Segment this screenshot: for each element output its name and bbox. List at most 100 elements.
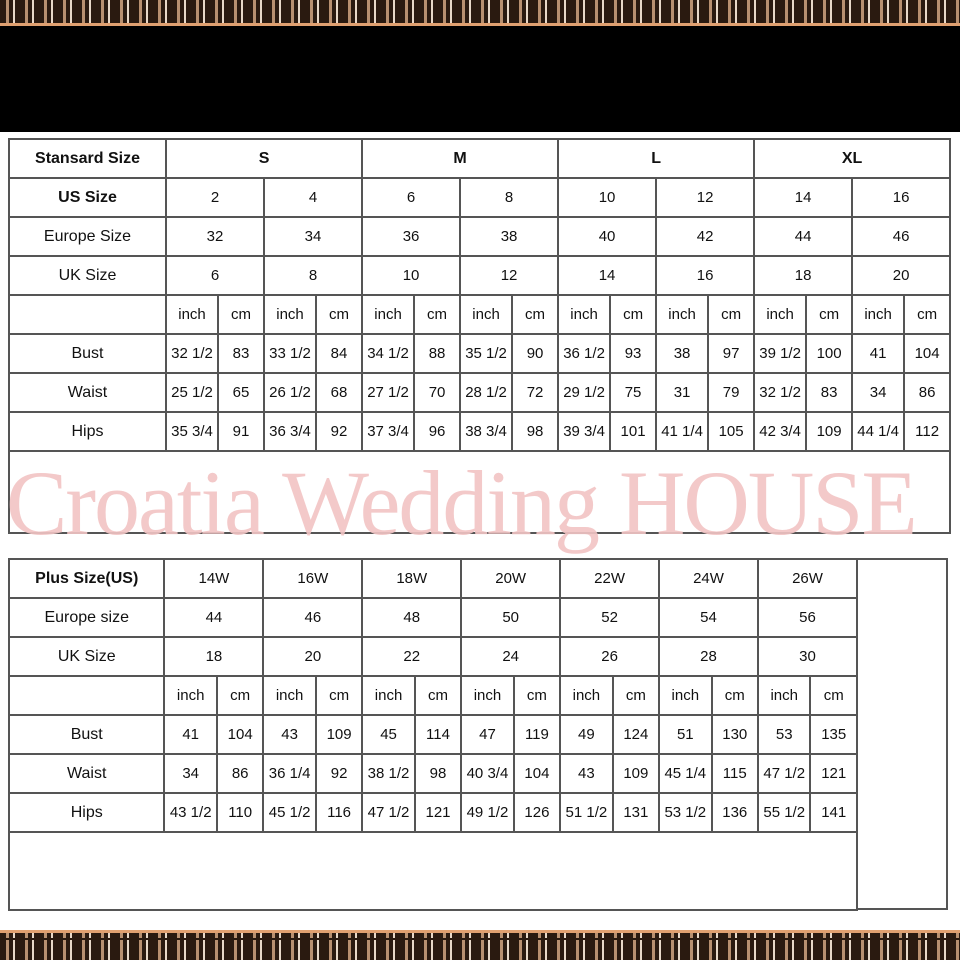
table-cell: 112 [903, 411, 952, 452]
size-group: L [557, 138, 756, 179]
table-cell: 41 [163, 714, 218, 755]
table-cell: 48 [361, 597, 463, 638]
table-cell: 110 [215, 792, 265, 833]
table-cell: 51 1/2 [559, 792, 614, 833]
table-cell: 32 [165, 216, 265, 257]
plus-size: 24W [658, 558, 759, 599]
table-cell: 43 1/2 [163, 792, 218, 833]
unit-label: cm [413, 675, 463, 716]
header-row: Plus Size(US) 14W 16W 18W 20W 22W 24W 26W [7, 558, 859, 599]
table-row: UK Size 18 20 22 24 26 28 30 [7, 636, 859, 677]
blank-row [8, 831, 858, 911]
table-cell: 91 [217, 411, 265, 452]
table-cell: 53 1/2 [658, 792, 713, 833]
unit-label: cm [314, 675, 364, 716]
table-cell: 32 1/2 [165, 333, 219, 374]
size-group: M [361, 138, 560, 179]
row-label: Hips [7, 792, 166, 833]
table-cell: 104 [903, 333, 952, 374]
table-cell: 25 1/2 [165, 372, 219, 413]
table-cell: 6 [361, 177, 462, 218]
table-cell: 100 [805, 333, 854, 374]
table-row: Waist 34 86 36 1/4 92 38 1/2 98 40 3/4 104 43 109 4… [7, 753, 858, 794]
table-cell: 49 [559, 714, 614, 755]
unit-label: cm [512, 675, 562, 716]
table-row: Waist 25 1/2 65 26 1/2 68 27 1/2 70 28 1/2 72 29 … [8, 372, 952, 413]
table-cell: 70 [413, 372, 462, 413]
table-cell: 126 [512, 792, 562, 833]
table-cell: 84 [314, 333, 364, 374]
row-label: Bust [8, 333, 167, 374]
table-cell: 79 [707, 372, 756, 413]
unit-label: cm [314, 294, 364, 335]
unit-label: cm [805, 294, 854, 335]
table-cell: 8 [262, 255, 364, 296]
table-row: UK Size 6 8 10 12 14 16 18 20 [8, 255, 952, 296]
table-row: Hips 35 3/4 91 36 3/4 92 37 3/4 96 38 3/4 98 39 3… [8, 411, 952, 452]
plus-size: 26W [756, 558, 859, 599]
table-cell: 31 [655, 372, 710, 413]
table-cell: 116 [314, 792, 364, 833]
table-row: Europe size 44 46 48 50 52 54 56 [7, 597, 859, 638]
table-row: Bust 32 1/2 83 33 1/2 84 34 1/2 88 35 1/2 90 36 1… [8, 333, 952, 374]
table-cell: 49 1/2 [460, 792, 515, 833]
table-cell: 42 [655, 216, 756, 257]
table-cell: 136 [710, 792, 759, 833]
plus-size: 14W [163, 558, 265, 599]
table-cell: 20 [851, 255, 952, 296]
table-cell: 40 [557, 216, 658, 257]
table-cell: 38 3/4 [459, 411, 514, 452]
table-cell [8, 831, 858, 911]
table-cell: 14 [557, 255, 658, 296]
unit-label: inch [165, 294, 219, 335]
unit-label: cm [809, 675, 858, 716]
table-cell: 10 [557, 177, 658, 218]
table-cell: 92 [314, 753, 364, 794]
unit-label: inch [655, 294, 710, 335]
table-cell: 8 [459, 177, 560, 218]
table-cell: 34 1/2 [361, 333, 416, 374]
table-row: US Size 2 4 6 8 10 12 14 16 [8, 177, 952, 218]
table-cell: 32 1/2 [753, 372, 808, 413]
unit-row: inch cm inch cm inch cm inch cm inch cm inch cm inch… [8, 294, 952, 335]
table-row: Hips 43 1/2 110 45 1/2 116 47 1/2 121 49 1/2 126… [7, 792, 858, 833]
unit-label: inch [756, 675, 812, 716]
table-cell: 121 [413, 792, 463, 833]
table-cell: 83 [217, 333, 265, 374]
table-row: Europe Size 32 34 36 38 40 42 44 46 [8, 216, 952, 257]
table-cell: 12 [655, 177, 756, 218]
table-cell: 20 [262, 636, 364, 677]
table-cell: 101 [609, 411, 658, 452]
table-cell: 12 [459, 255, 560, 296]
table-cell: 2 [165, 177, 265, 218]
row-label: Waist [7, 753, 166, 794]
table-cell: 121 [809, 753, 858, 794]
unit-label: cm [710, 675, 759, 716]
table-cell: 53 [756, 714, 812, 755]
plus-size: 20W [460, 558, 562, 599]
table-cell: 33 1/2 [263, 333, 317, 374]
table-cell: 109 [805, 411, 854, 452]
unit-label: cm [903, 294, 952, 335]
table-cell: 14 [753, 177, 854, 218]
table-cell: 86 [215, 753, 265, 794]
table-cell: 41 [851, 333, 906, 374]
unit-label: inch [559, 675, 614, 716]
unit-label: inch [851, 294, 906, 335]
table-cell: 104 [512, 753, 562, 794]
plus-size: 16W [262, 558, 364, 599]
table-cell: 54 [658, 597, 759, 638]
table-cell: 16 [655, 255, 756, 296]
table-cell: 18 [753, 255, 854, 296]
table-cell: 75 [609, 372, 658, 413]
unit-label: inch [753, 294, 808, 335]
table-cell: 42 3/4 [753, 411, 808, 452]
table-cell: 47 1/2 [756, 753, 812, 794]
unit-label: inch [361, 294, 416, 335]
table-cell: 72 [511, 372, 560, 413]
table-cell: 22 [361, 636, 463, 677]
row-label: Bust [7, 714, 166, 755]
table-cell: 135 [809, 714, 858, 755]
table-cell: 44 1/4 [851, 411, 906, 452]
row-label: Hips [8, 411, 167, 452]
